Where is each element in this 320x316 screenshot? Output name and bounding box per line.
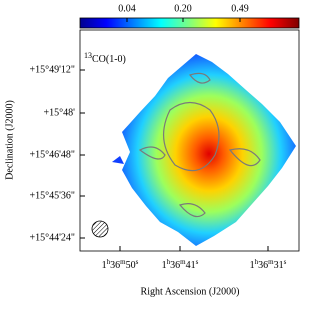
y-tick-label: +15°49'12" xyxy=(29,64,75,75)
x-tick-part: 41 xyxy=(186,260,196,271)
beam xyxy=(91,220,109,238)
label-text: CO(1-0) xyxy=(92,54,126,65)
x-tick-label: 1h36m41s xyxy=(162,258,199,272)
x-tick-part: 50 xyxy=(126,260,136,271)
plot-frame xyxy=(79,29,300,252)
x-tick-sup: m xyxy=(180,258,186,266)
x-tick-sup: s xyxy=(284,258,287,266)
x-tick-sup: m xyxy=(268,258,274,266)
colorbar xyxy=(79,17,300,29)
y-axis-title: Declination (J2000) xyxy=(4,100,15,180)
x-tick-sup: s xyxy=(196,258,199,266)
map-label: 13CO(1-0) xyxy=(84,51,126,65)
x-tick-sup: h xyxy=(107,258,111,266)
x-tick-part: 36 xyxy=(170,260,180,271)
x-tick-sup: h xyxy=(167,258,171,266)
x-tick-part: 1 xyxy=(250,260,255,271)
colorbar-tick-label: 0.04 xyxy=(118,3,136,14)
x-tick-part: 31 xyxy=(274,260,284,271)
y-tick-label: +15°46'48" xyxy=(29,149,75,160)
x-tick-label: 1h36m31s xyxy=(250,258,287,272)
x-tick-part: 1 xyxy=(162,260,167,271)
contours xyxy=(138,72,261,218)
y-tick-label: +15°45'36" xyxy=(29,190,75,201)
x-tick-part: 36 xyxy=(258,260,268,271)
label-sup: 13 xyxy=(84,51,92,60)
x-tick-label: 1h36m50s xyxy=(102,258,139,272)
colorbar-tick-label: 0.20 xyxy=(174,3,192,14)
x-tick-sup: h xyxy=(255,258,259,266)
x-tick-part: 1 xyxy=(102,260,107,271)
y-tick-label: +15°48' xyxy=(44,107,76,118)
y-tick-label: +15°44'24" xyxy=(29,232,75,243)
x-tick-sup: m xyxy=(120,258,126,266)
emission-fragment xyxy=(112,156,124,164)
x-axis-title: Right Ascension (J2000) xyxy=(141,286,240,297)
emission-map xyxy=(122,54,296,246)
colorbar-tick-label: 0.49 xyxy=(231,3,249,14)
x-tick-sup: s xyxy=(136,258,139,266)
x-tick-part: 36 xyxy=(110,260,120,271)
